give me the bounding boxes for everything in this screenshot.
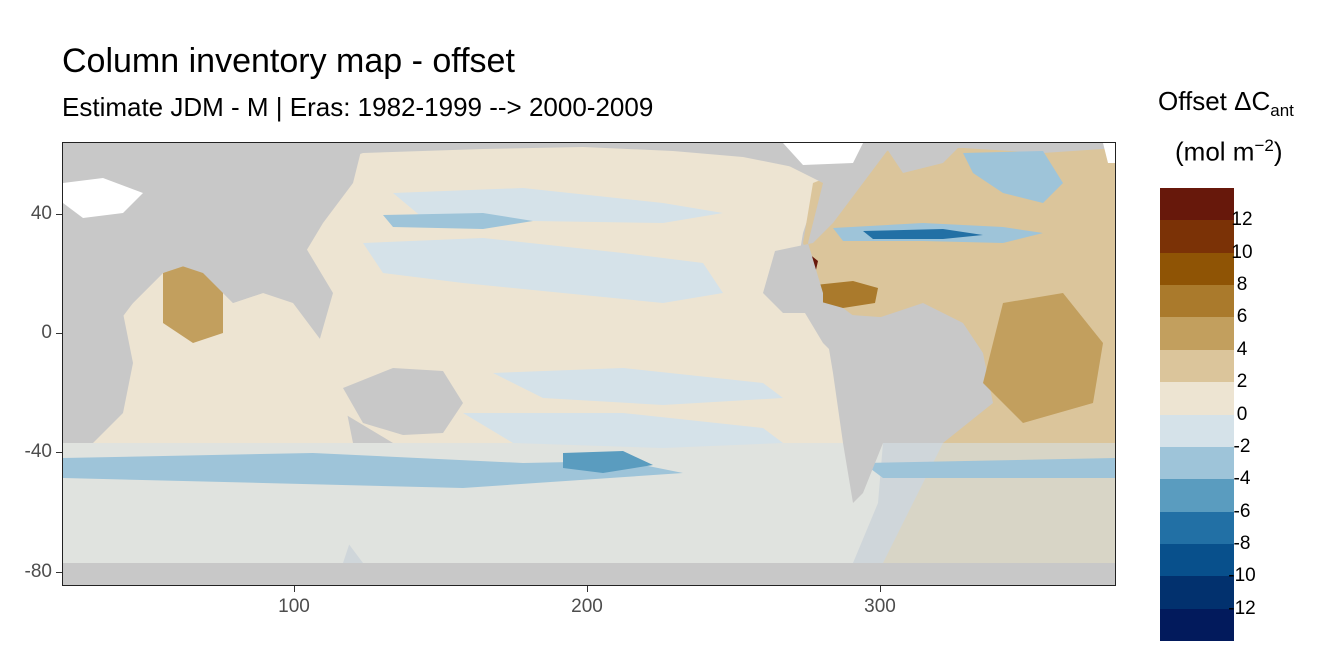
legend-label: 6 <box>1236 306 1248 328</box>
npac-streak <box>383 213 533 229</box>
americas-south-land <box>823 313 923 503</box>
legend-label: -10 <box>1228 565 1256 587</box>
legend-swatch <box>1160 317 1234 351</box>
legend-swatch <box>1160 220 1234 254</box>
y-tickmark-m40 <box>56 452 62 453</box>
legend-label: -8 <box>1233 532 1251 554</box>
southern-streak-1 <box>63 453 683 488</box>
africa-land <box>63 313 133 443</box>
spac-blue <box>463 413 783 448</box>
map-svg <box>63 143 1115 585</box>
southern-streak-3 <box>863 458 1115 478</box>
y-tickmark-m80 <box>56 572 62 573</box>
legend-swatch <box>1160 188 1234 221</box>
npac-blue <box>363 238 723 303</box>
x-tickmark-300 <box>880 586 881 592</box>
y-tick-label: -80 <box>24 561 52 582</box>
y-tickmark-40 <box>56 214 62 215</box>
legend-swatch <box>1160 479 1234 513</box>
arctic-white-3 <box>1103 143 1115 163</box>
map-title: Column inventory map - offset <box>62 42 515 80</box>
legend-swatch <box>1160 511 1234 545</box>
legend-label: -6 <box>1233 500 1251 522</box>
greenland <box>883 143 963 173</box>
antarctica-land <box>63 563 1115 585</box>
map-panel <box>62 142 1116 586</box>
natl-blue-dark <box>863 229 983 239</box>
satl-brown <box>983 293 1103 423</box>
legend-label: -2 <box>1233 435 1251 457</box>
southern-streak-2 <box>563 451 653 473</box>
americas-north-land <box>743 143 893 313</box>
legend-label: 8 <box>1236 274 1248 296</box>
legend-swatch <box>1160 414 1234 448</box>
legend-label: -12 <box>1228 597 1256 619</box>
legend-title: Offset ΔCant <box>1158 86 1294 121</box>
legend-swatch <box>1160 608 1234 642</box>
x-tick-label: 200 <box>571 596 603 617</box>
legend-swatch <box>1160 446 1234 480</box>
y-tickmark-0 <box>56 333 62 334</box>
arctic-white-1 <box>63 178 143 218</box>
caribbean-brown <box>815 281 878 308</box>
x-tickmark-100 <box>294 586 295 592</box>
x-tickmark-200 <box>587 586 588 592</box>
legend-swatch <box>1160 252 1234 286</box>
legend-label: 12 <box>1231 209 1253 231</box>
tpac-blue <box>493 368 783 405</box>
australia-land <box>343 368 463 435</box>
subpolar-blue <box>963 151 1063 203</box>
legend-swatch <box>1160 285 1234 318</box>
x-tick-label: 100 <box>278 596 310 617</box>
legend-label: 2 <box>1236 371 1248 393</box>
legend-swatch <box>1160 349 1234 383</box>
map-subtitle: Estimate JDM - M | Eras: 1982-1999 --> 2… <box>62 92 654 122</box>
y-tick-label: 40 <box>30 203 52 224</box>
legend-units: (mol m−2) <box>1175 136 1283 167</box>
legend-swatch <box>1160 576 1234 610</box>
x-tick-label: 300 <box>864 596 896 617</box>
legend-swatch <box>1160 382 1234 415</box>
arctic-white-2 <box>783 143 863 165</box>
y-tick-label: -40 <box>24 441 52 462</box>
legend-swatch <box>1160 543 1234 577</box>
legend-colorbar <box>1160 188 1234 642</box>
asia-land <box>63 143 363 333</box>
legend-label: 0 <box>1236 403 1248 425</box>
arabian-brown <box>163 263 223 343</box>
y-tick-label: 0 <box>41 322 52 343</box>
legend-label: -4 <box>1233 468 1251 490</box>
legend-label: 10 <box>1231 241 1253 263</box>
legend-label: 4 <box>1236 338 1248 360</box>
